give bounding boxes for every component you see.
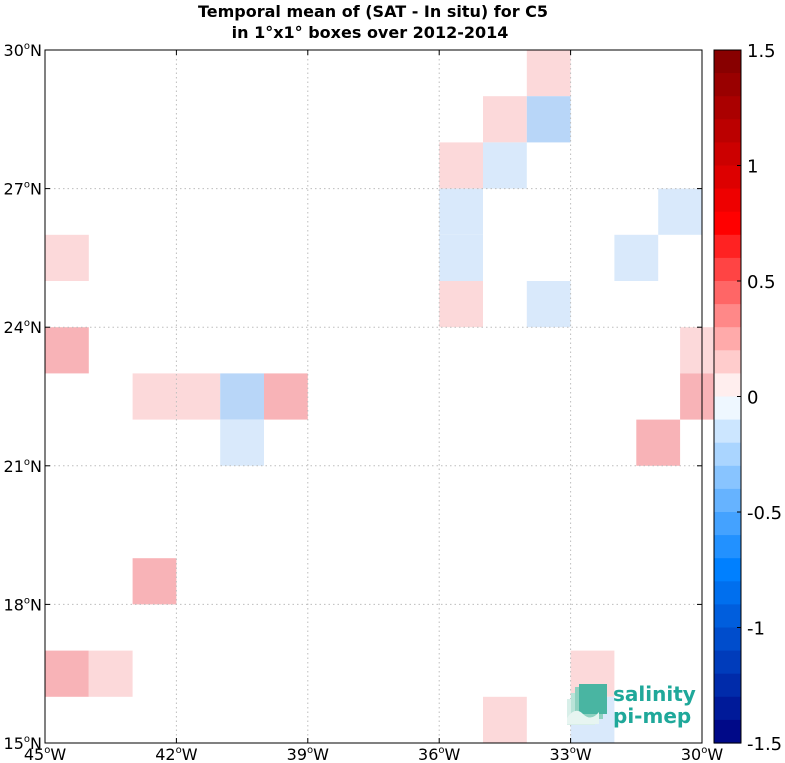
colorbar-band [714, 719, 741, 744]
y-tick-label: 15oN [4, 734, 42, 753]
y-tick-label: 27oN [4, 180, 42, 199]
x-axis: 45oW 42oW 39oW 36oW 33oW 30oW [24, 50, 723, 763]
colorbar-band [714, 650, 741, 675]
heatmap-cell [439, 281, 483, 328]
colorbar-band [714, 512, 741, 536]
y-tick-label: 21oN [4, 457, 42, 476]
grid-lines [45, 50, 702, 743]
plot-frame [44, 49, 703, 744]
colorbar-band [714, 535, 741, 559]
y-axis: 15oN 18oN 21oN 24oN 27oN 30oN [4, 41, 702, 753]
y-tick-label: 18oN [4, 595, 42, 614]
colorbar-band [714, 281, 741, 305]
colorbar-band [714, 304, 741, 328]
colorbar-band [714, 73, 741, 97]
colorbar-tick-label: 0.5 [747, 272, 776, 293]
colorbar-ticks: 1.5 1 0.5 0 -0.5 -1 -1.5 [737, 41, 782, 755]
heatmap-cell [526, 281, 571, 328]
colorbar-band [714, 581, 741, 605]
colorbar-band [714, 142, 741, 167]
colorbar-band [714, 165, 741, 190]
heatmap-cell [132, 558, 177, 605]
x-tick-label: 45oW [24, 745, 66, 763]
y-tick-label: 24oN [4, 318, 42, 337]
heatmap-cell [88, 650, 133, 697]
colorbar-tick-label: -1 [747, 619, 765, 640]
heatmap-cell [132, 373, 177, 420]
colorbar-tick-label: 0 [747, 388, 758, 409]
colorbar-band [714, 350, 741, 374]
colorbar-band [714, 442, 741, 467]
colorbar-band [714, 673, 741, 698]
colorbar-band [714, 396, 741, 421]
heatmap-cell [45, 234, 89, 281]
chart-title-line1: Temporal mean of (SAT - In situ) for C5 [198, 2, 548, 21]
colorbar-band [714, 327, 741, 351]
colorbar-tick-label: 1 [747, 157, 758, 178]
x-tick-label: 42oW [155, 745, 197, 763]
x-tick-label: 33oW [549, 745, 591, 763]
heatmap-cell [658, 188, 702, 235]
heatmap-cell [176, 373, 221, 420]
heatmap-cell [636, 419, 681, 466]
colorbar-tick-label: -0.5 [747, 503, 782, 524]
heatmap-cell [526, 50, 571, 97]
colorbar-band [714, 558, 741, 582]
colorbar-band [714, 419, 741, 444]
colorbar-band [714, 234, 741, 259]
heatmap-cell [45, 327, 89, 374]
heatmap-cell [439, 188, 483, 235]
colorbar-band [714, 627, 741, 652]
colorbar-band [714, 465, 741, 490]
salinity-pi-mep-logo: salinity pi-mep [567, 682, 696, 728]
heatmap-cell [526, 96, 571, 143]
heatmap-cell [483, 96, 527, 143]
colorbar-band [714, 373, 741, 398]
colorbar [713, 49, 742, 744]
colorbar-band [714, 211, 741, 236]
logo-text-pimep: pi-mep [613, 704, 691, 728]
y-tick-label: 30oN [4, 41, 42, 60]
wave-logo-icon [567, 684, 607, 725]
colorbar-band [714, 119, 741, 143]
chart-title-line2: in 1°x1° boxes over 2012-2014 [232, 23, 509, 42]
x-tick-label: 36oW [418, 745, 460, 763]
heatmap-cell [483, 142, 527, 189]
heatmap-cell [45, 650, 89, 697]
x-tick-label: 39oW [287, 745, 329, 763]
x-tick-label: 30oW [681, 745, 723, 763]
heatmap-cells [45, 50, 724, 743]
colorbar-band [714, 604, 741, 629]
colorbar-band [714, 488, 741, 513]
logo-text-salinity: salinity [613, 682, 696, 706]
colorbar-band [714, 96, 741, 120]
colorbar-tick-label: 1.5 [747, 41, 776, 62]
heatmap-cell [220, 419, 264, 466]
heatmap-cell [220, 373, 264, 420]
heatmap-cell [264, 373, 308, 420]
heatmap-cell [614, 234, 659, 281]
colorbar-tick-label: -1.5 [747, 734, 782, 755]
colorbar-band [714, 50, 741, 74]
colorbar-band [714, 696, 741, 721]
colorbar-band [714, 188, 741, 213]
heatmap-cell [439, 142, 483, 189]
colorbar-band [714, 257, 741, 282]
heatmap-cell [483, 696, 527, 743]
heatmap-cell [439, 234, 483, 281]
